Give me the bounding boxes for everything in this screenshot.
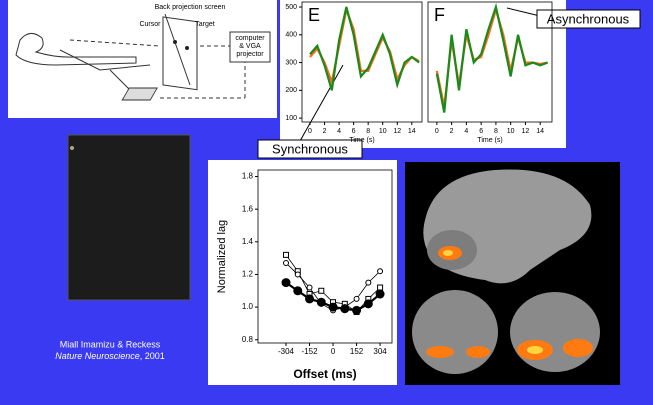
citation-source: Nature Neuroscience, 2001 — [55, 351, 165, 361]
marker — [307, 285, 312, 290]
x-tick-label: 10 — [507, 128, 515, 135]
marker — [341, 305, 349, 313]
marker — [354, 296, 359, 301]
x-tick-label: -152 — [302, 347, 319, 356]
x-tick-label: 2 — [450, 128, 454, 135]
x-tick-label: 0 — [435, 128, 439, 135]
marker — [329, 303, 337, 311]
x-tick-label: 2 — [323, 128, 327, 135]
target-label: Target — [195, 21, 215, 28]
marker — [284, 252, 289, 257]
x-tick-label: 8 — [366, 128, 370, 135]
x-axis-label: Time (s) — [349, 137, 374, 144]
x-tick-label: 12 — [393, 128, 401, 135]
x-tick-label: -304 — [278, 347, 295, 356]
video-dot — [70, 146, 74, 150]
brain-image — [405, 162, 620, 385]
x-tick-label: 304 — [373, 347, 387, 356]
y-tick-label: 1.2 — [242, 270, 254, 279]
marker — [282, 279, 290, 287]
marker — [306, 295, 314, 303]
marker — [378, 269, 383, 274]
marker — [353, 306, 361, 314]
x-tick-label: 4 — [464, 128, 468, 135]
y-tick-label: 1.0 — [242, 302, 254, 311]
x-tick-label: 152 — [350, 347, 364, 356]
marker — [319, 288, 324, 293]
x-tick-label: 14 — [408, 128, 416, 135]
slide: Back projection screen Cursor Target com… — [0, 0, 653, 405]
tracking-panel — [280, 0, 566, 148]
x-axis-label: Time (s) — [477, 137, 502, 144]
y-tick-label: 500 — [285, 4, 297, 11]
x-tick-label: 0 — [308, 128, 312, 135]
y-tick-label: 100 — [285, 115, 297, 122]
y-tick-label: 1.6 — [242, 204, 254, 213]
y-tick-label: 200 — [285, 87, 297, 94]
x-tick-label: 0 — [331, 347, 336, 356]
cursor-label: Cursor — [139, 21, 161, 28]
synchronous-label: Synchronous — [272, 141, 348, 156]
x-tick-label: 6 — [479, 128, 483, 135]
asynchronous-label: Asynchronous — [547, 11, 630, 26]
panel-label: F — [434, 5, 445, 25]
x-tick-label: 6 — [352, 128, 356, 135]
panel-label: E — [308, 5, 320, 25]
marker — [376, 290, 384, 298]
projector-label: computer — [235, 35, 265, 42]
marker — [294, 287, 302, 295]
x-tick-label: 12 — [522, 128, 530, 135]
x-tick-label: 10 — [379, 128, 387, 135]
x-tick-label: 4 — [337, 128, 341, 135]
projector-label: & VGA — [239, 43, 261, 50]
citation-authors: Miall Imamizu & Reckess — [60, 339, 161, 349]
y-tick-label: 300 — [285, 59, 297, 66]
marker — [295, 272, 300, 277]
marker — [317, 298, 325, 306]
citation-journal: Nature Neuroscience — [55, 351, 140, 361]
citation-year: , 2001 — [140, 351, 165, 361]
y-tick-label: 1.8 — [242, 172, 254, 181]
marker — [366, 280, 371, 285]
page: Back projection screen Cursor Target com… — [0, 0, 653, 405]
setup-diagram: Back projection screen Cursor Target com… — [8, 0, 277, 118]
x-tick-label: 8 — [494, 128, 498, 135]
video-frame — [68, 135, 190, 300]
marker — [378, 285, 383, 290]
y-tick-label: 1.4 — [242, 237, 254, 246]
marker — [364, 300, 372, 308]
y-axis-label: Normalized lag — [216, 220, 228, 293]
x-tick-label: 14 — [536, 128, 544, 135]
screen-label: Back projection screen — [155, 4, 226, 11]
marker — [284, 261, 289, 266]
x-axis-label: Offset (ms) — [293, 367, 356, 381]
y-tick-label: 0.8 — [242, 335, 254, 344]
projector-label: projector — [236, 51, 264, 58]
y-tick-label: 400 — [285, 32, 297, 39]
